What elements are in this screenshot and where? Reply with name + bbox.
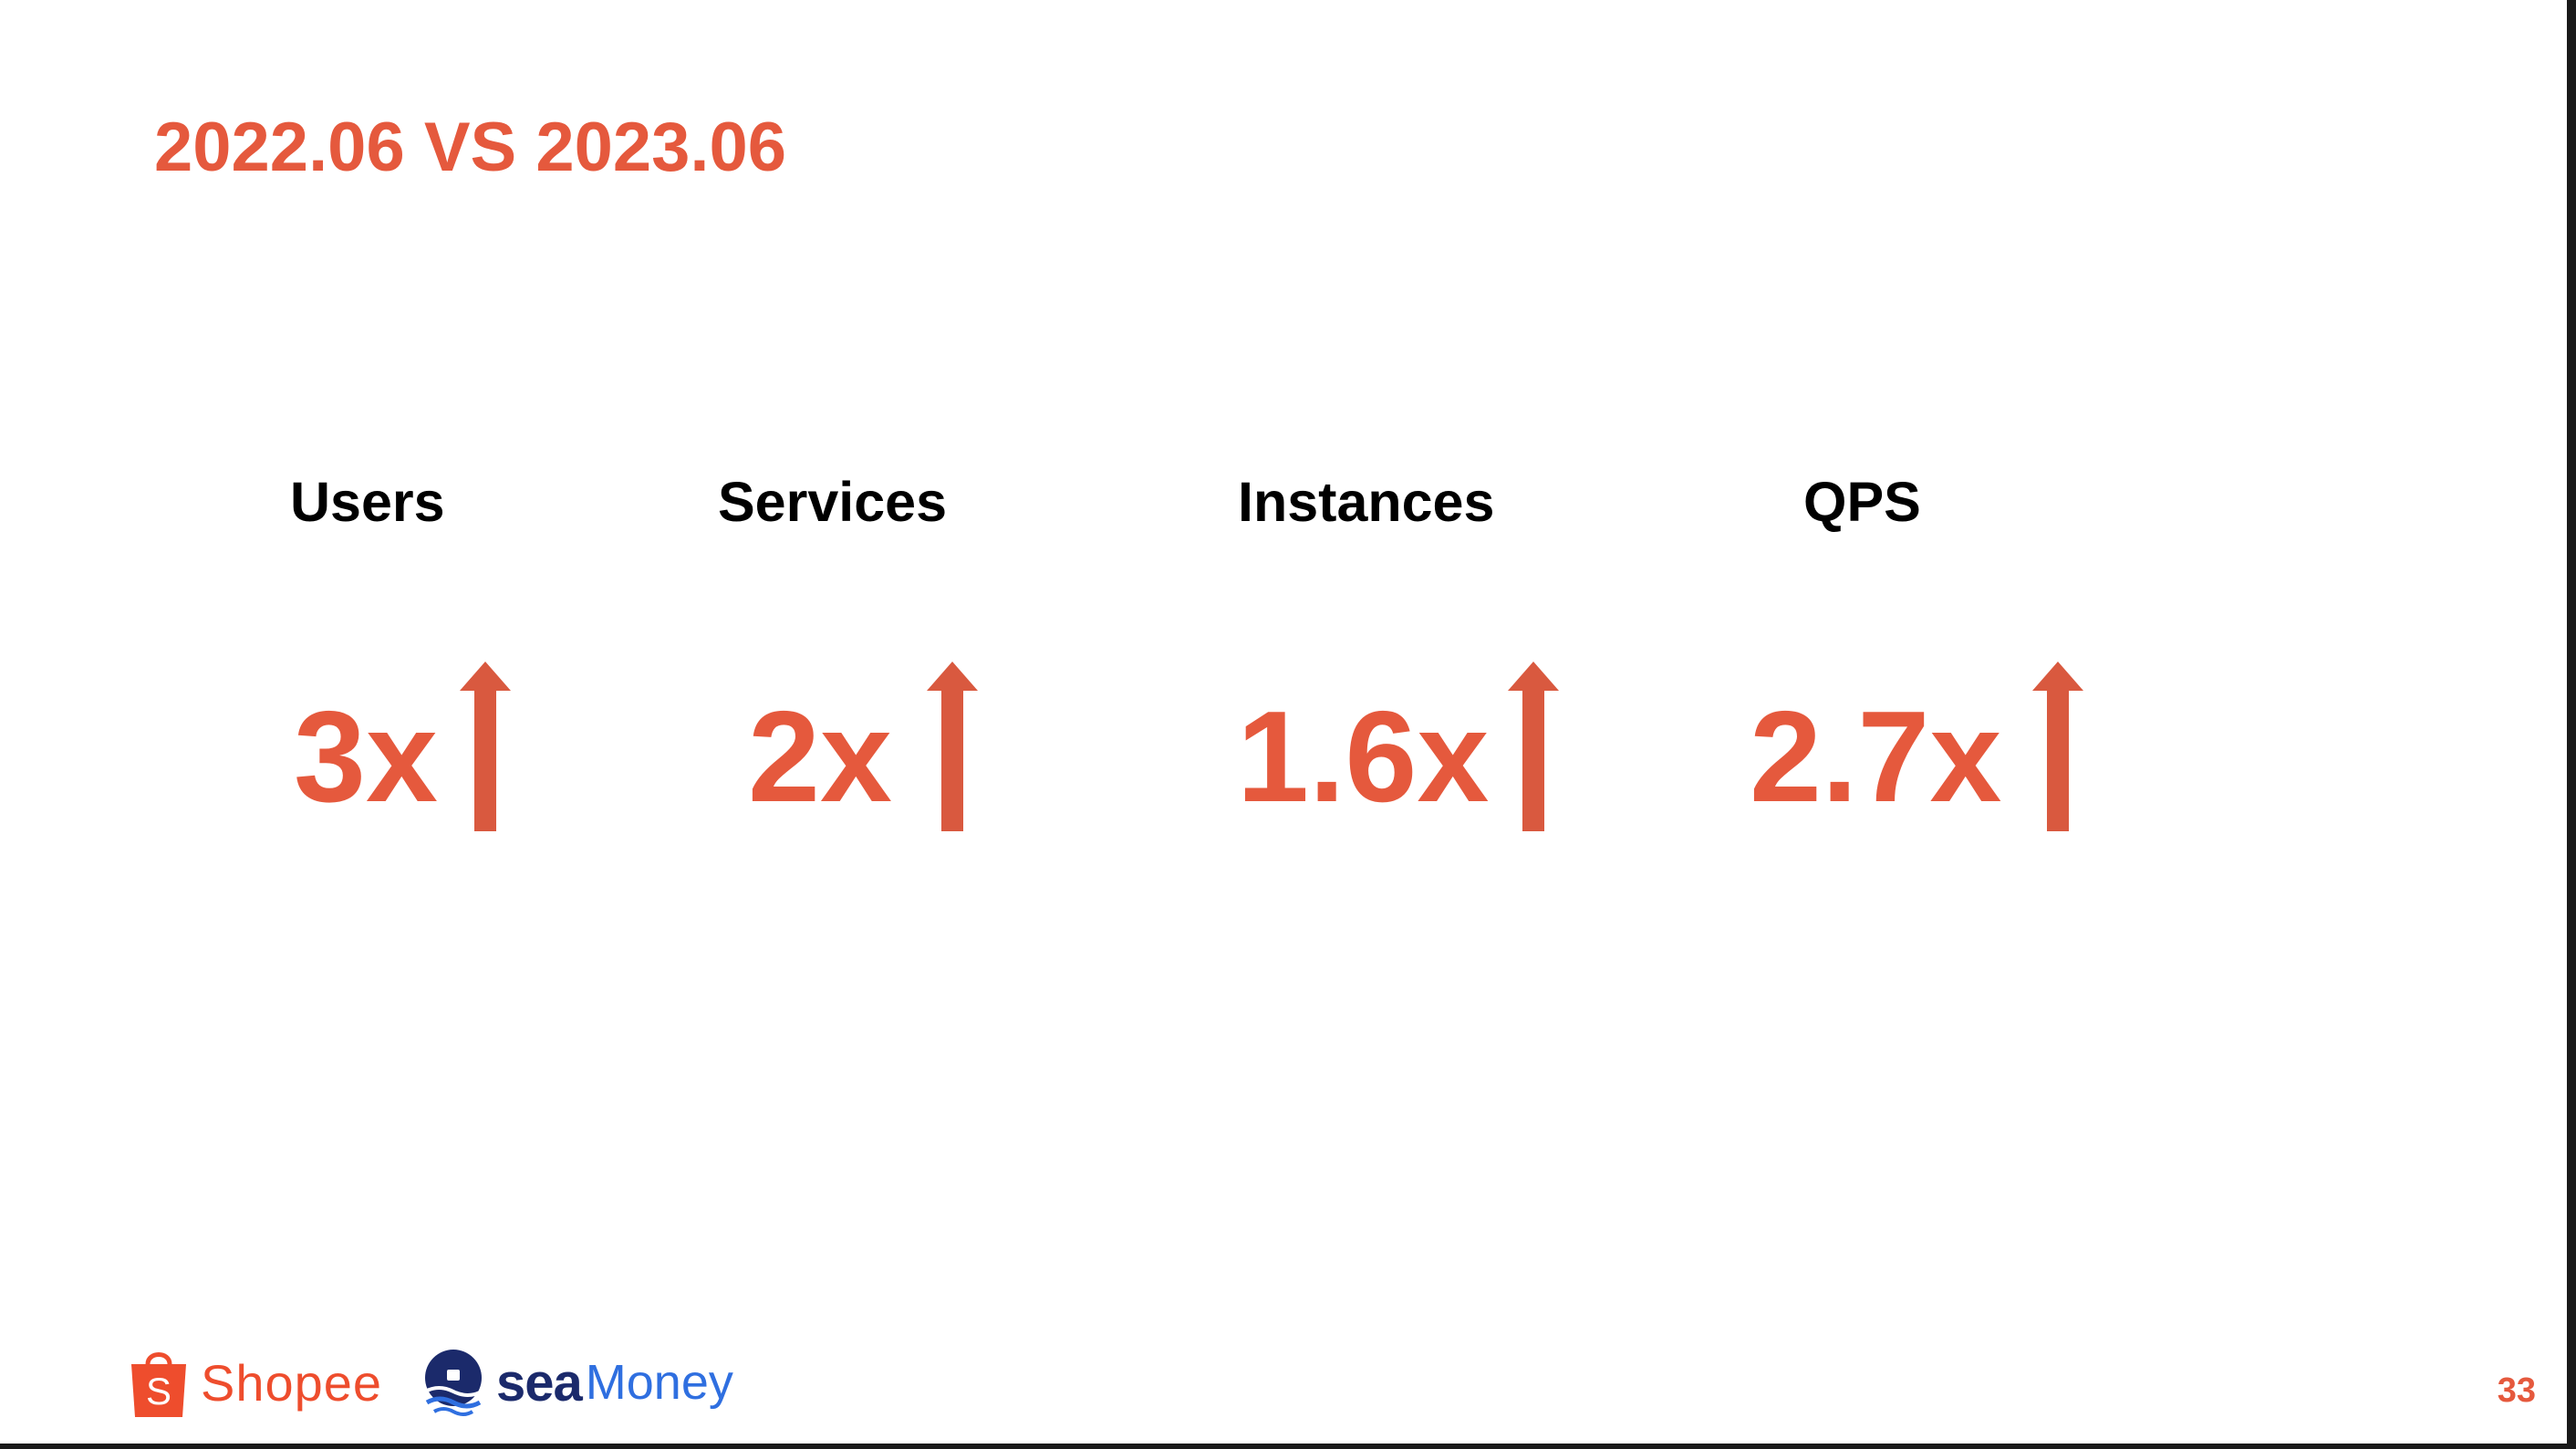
metric-value-users: 3x <box>294 684 438 829</box>
up-arrow-icon <box>460 662 511 831</box>
metric-label-instances: Instances <box>1238 471 1495 533</box>
seamoney-mark-icon <box>424 1350 483 1416</box>
seamoney-logo-money-text: Money <box>585 1355 733 1410</box>
metric-label-qps: QPS <box>1803 471 1921 533</box>
up-arrow-icon <box>1508 662 1559 831</box>
up-arrow-icon <box>2032 662 2083 831</box>
shopee-logo: S Shopee <box>128 1341 382 1423</box>
shopee-logo-text: Shopee <box>201 1353 383 1412</box>
seamoney-logo-sea-text: sea <box>496 1352 583 1413</box>
svg-text:S: S <box>146 1370 171 1413</box>
shopee-bag-icon: S <box>131 1352 186 1417</box>
slide-title: 2022.06 VS 2023.06 <box>154 109 787 186</box>
metric-value-services: 2x <box>748 684 892 829</box>
page-number: 33 <box>2497 1371 2536 1410</box>
metric-value-qps: 2.7x <box>1750 684 2002 829</box>
metric-label-users: Users <box>290 471 445 533</box>
metric-label-services: Services <box>718 471 947 533</box>
metric-value-instances: 1.6x <box>1237 684 1490 829</box>
up-arrow-icon <box>927 662 978 831</box>
seamoney-logo: sea Money <box>421 1341 733 1423</box>
